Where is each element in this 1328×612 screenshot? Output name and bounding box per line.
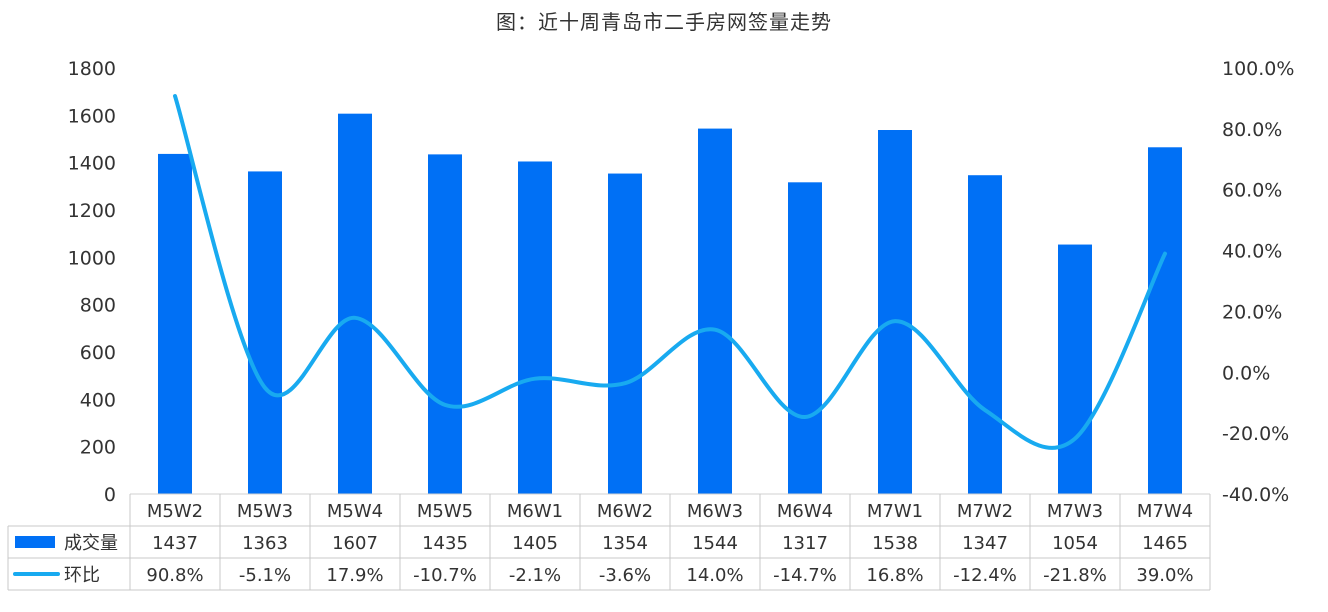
legend-bar-swatch bbox=[15, 536, 55, 548]
bar bbox=[1148, 147, 1182, 495]
legend-label-bar: 成交量 bbox=[64, 533, 118, 554]
category-label: M5W2 bbox=[147, 501, 203, 522]
right-tick-label: -40.0% bbox=[1222, 484, 1289, 506]
right-tick-label: 0.0% bbox=[1222, 362, 1270, 384]
right-tick-label: 80.0% bbox=[1222, 119, 1282, 141]
bar-value-cell: 1465 bbox=[1142, 533, 1188, 554]
category-label: M7W4 bbox=[1137, 501, 1193, 522]
line-value-cell: 16.8% bbox=[866, 565, 923, 586]
line-value-cell: 17.9% bbox=[326, 565, 383, 586]
category-label: M7W1 bbox=[867, 501, 923, 522]
bar-value-cell: 1607 bbox=[332, 533, 378, 554]
line-value-cell: -21.8% bbox=[1043, 565, 1107, 586]
category-label: M6W3 bbox=[687, 501, 743, 522]
right-tick-label: -20.0% bbox=[1222, 423, 1289, 445]
bar bbox=[158, 153, 192, 494]
bar bbox=[518, 161, 552, 494]
category-label: M6W2 bbox=[597, 501, 653, 522]
line-value-cell: -2.1% bbox=[509, 565, 561, 586]
line-value-cell: -14.7% bbox=[773, 565, 837, 586]
left-tick-label: 1400 bbox=[68, 153, 116, 175]
category-label: M7W2 bbox=[957, 501, 1013, 522]
right-tick-label: 40.0% bbox=[1222, 241, 1282, 263]
chart-title: 图：近十周青岛市二手房网签量走势 bbox=[496, 10, 832, 34]
left-tick-label: 400 bbox=[80, 389, 116, 411]
bar-value-cell: 1437 bbox=[152, 533, 198, 554]
bar bbox=[878, 130, 912, 495]
left-tick-label: 1000 bbox=[68, 247, 116, 269]
bar bbox=[248, 171, 282, 494]
line-value-cell: -10.7% bbox=[413, 565, 477, 586]
left-tick-label: 200 bbox=[80, 437, 116, 459]
left-tick-label: 600 bbox=[80, 342, 116, 364]
line-value-cell: -5.1% bbox=[239, 565, 291, 586]
bar-value-cell: 1054 bbox=[1052, 533, 1098, 554]
bar bbox=[788, 182, 822, 494]
left-axis: 0 200 400 600 800 1000 1200 1400 1600 1800 bbox=[68, 58, 116, 506]
bar bbox=[338, 113, 372, 494]
bar bbox=[428, 154, 462, 494]
line-path bbox=[173, 93, 1167, 450]
bar-value-cell: 1544 bbox=[692, 533, 738, 554]
bar bbox=[698, 128, 732, 494]
left-tick-label: 800 bbox=[80, 295, 116, 317]
category-label: M6W4 bbox=[777, 501, 833, 522]
left-tick-label: 0 bbox=[104, 484, 116, 506]
right-axis: -40.0% -20.0% 0.0% 20.0% 40.0% 60.0% 80.0% 100.… bbox=[1222, 58, 1294, 506]
line-value-cell: 14.0% bbox=[686, 565, 743, 586]
right-tick-label: 60.0% bbox=[1222, 180, 1282, 202]
line-value-cell: -12.4% bbox=[953, 565, 1017, 586]
line-series bbox=[173, 93, 1167, 450]
category-label: M7W3 bbox=[1047, 501, 1103, 522]
left-tick-label: 1800 bbox=[68, 58, 116, 80]
bar-value-cell: 1435 bbox=[422, 533, 468, 554]
bar-value-cell: 1354 bbox=[602, 533, 648, 554]
bar-value-cell: 1538 bbox=[872, 533, 918, 554]
line-value-cell: -3.6% bbox=[599, 565, 651, 586]
line-value-cell: 90.8% bbox=[146, 565, 203, 586]
data-table: M5W2 M5W3 M5W4 M5W5 M6W1 M6W2 M6W3 M6W4 M7W1 M7W2… bbox=[7, 493, 1211, 591]
category-label: M5W3 bbox=[237, 501, 293, 522]
bar bbox=[1058, 244, 1092, 494]
bar-value-cell: 1405 bbox=[512, 533, 558, 554]
bar bbox=[608, 173, 642, 494]
bar-value-cell: 1363 bbox=[242, 533, 288, 554]
category-label: M5W4 bbox=[327, 501, 383, 522]
left-tick-label: 1600 bbox=[68, 105, 116, 127]
right-tick-label: 20.0% bbox=[1222, 301, 1282, 323]
bar-series bbox=[158, 113, 1182, 495]
line-value-cell: 39.0% bbox=[1136, 565, 1193, 586]
legend-label-line: 环比 bbox=[64, 565, 100, 586]
left-tick-label: 1200 bbox=[68, 200, 116, 222]
category-label: M5W5 bbox=[417, 501, 473, 522]
right-tick-label: 100.0% bbox=[1222, 58, 1294, 80]
category-label: M6W1 bbox=[507, 501, 563, 522]
bar-value-cell: 1317 bbox=[782, 533, 828, 554]
bar-value-cell: 1347 bbox=[962, 533, 1008, 554]
bar bbox=[968, 175, 1002, 494]
